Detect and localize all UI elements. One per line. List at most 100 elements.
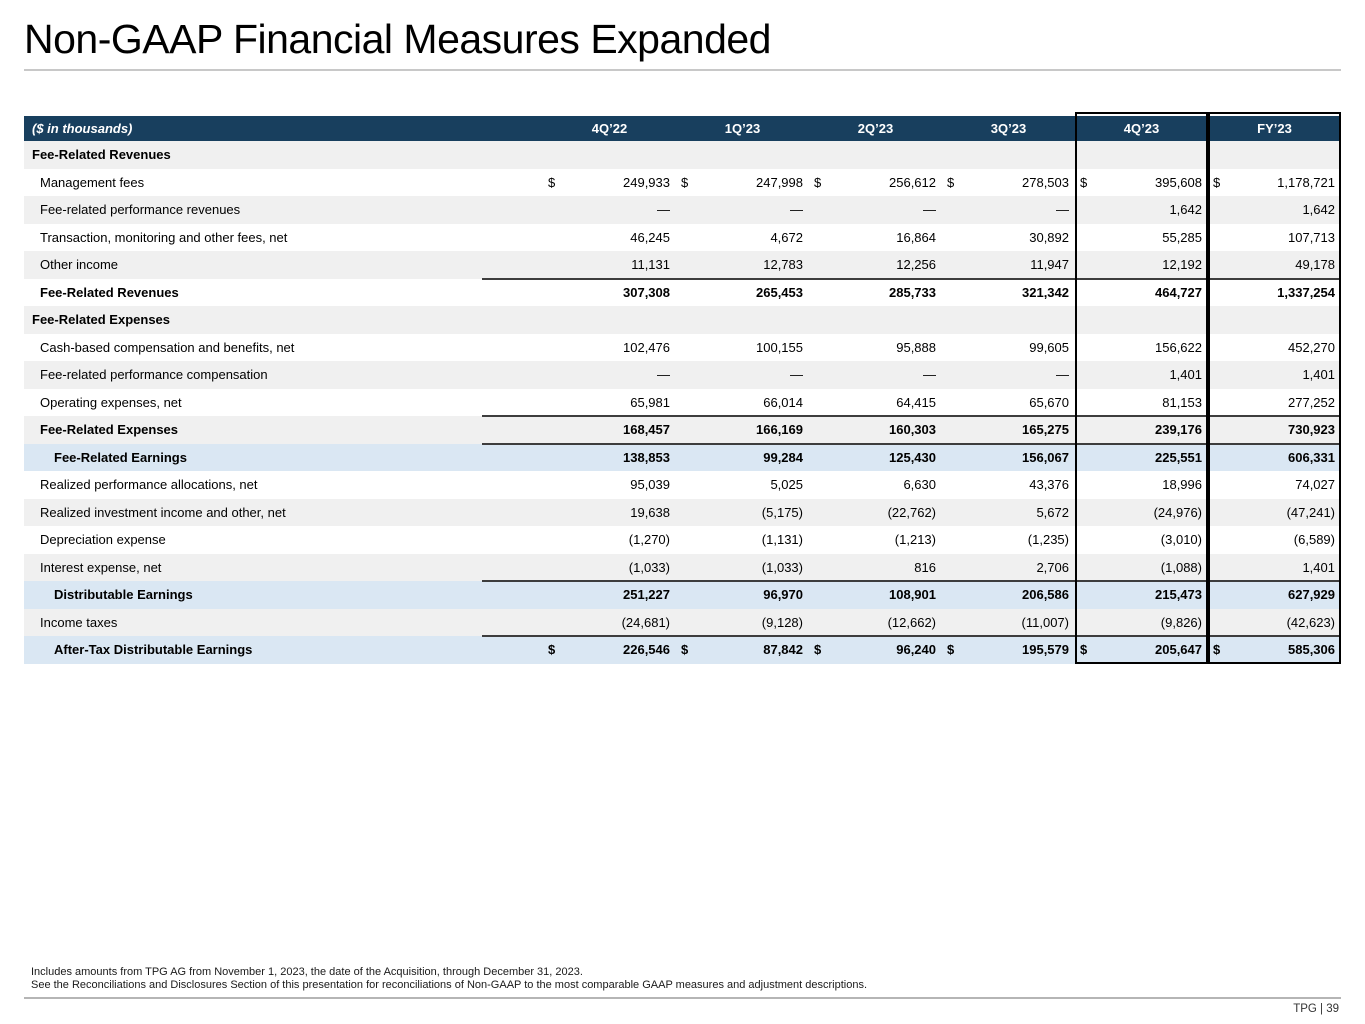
table-cell: 12,192 — [1075, 251, 1208, 279]
table-cell: (1,033) — [543, 554, 676, 582]
row-label: Fee-Related Expenses — [40, 422, 179, 438]
cell-value: (42,623) — [1286, 614, 1335, 630]
row-label: Income taxes — [40, 614, 118, 630]
table-cell: $1,178,721 — [1208, 169, 1341, 197]
cell-value: 165,275 — [1022, 422, 1069, 438]
cell-value: 160,303 — [889, 422, 936, 438]
cell-value: 249,933 — [623, 174, 670, 190]
table-cell — [676, 141, 809, 169]
title-divider — [24, 69, 1341, 71]
table-cell: (9,128) — [676, 609, 809, 637]
cell-value: 205,647 — [1155, 642, 1202, 658]
cell-value: 195,579 — [1022, 642, 1069, 658]
row-label: Distributable Earnings — [54, 587, 193, 603]
table-cell: 12,783 — [676, 251, 809, 279]
table-cell: 6,630 — [809, 471, 942, 499]
row-label: Cash-based compensation and benefits, ne… — [40, 339, 295, 355]
column-header-fy23: FY’23 — [1257, 121, 1292, 136]
table-cell: 43,376 — [942, 471, 1075, 499]
table-cell: $96,240 — [809, 636, 942, 664]
table-cell: 19,638 — [543, 499, 676, 527]
financial-table: ($ in thousands) 4Q’22 1Q’23 2Q’23 3Q’23… — [24, 112, 1341, 664]
footer-divider — [24, 997, 1341, 999]
cell-value: 156,067 — [1022, 449, 1069, 465]
table-cell: — — [676, 361, 809, 389]
footnote-2: See the Reconciliations and Disclosures … — [31, 978, 868, 991]
footnotes: Includes amounts from TPG AG from Novemb… — [31, 966, 867, 991]
table-cell: 1,337,254 — [1208, 279, 1341, 307]
table-cell: 307,308 — [543, 279, 676, 307]
row-label: Realized investment income and other, ne… — [40, 504, 286, 520]
cell-value: 627,929 — [1288, 587, 1335, 603]
table-cell: 11,947 — [942, 251, 1075, 279]
cell-value: 87,842 — [763, 642, 803, 658]
table-row: Distributable Earnings 251,227 96,970 108,9… — [24, 580, 1341, 609]
cell-value: 30,892 — [1029, 229, 1069, 245]
table-cell: 239,176 — [1075, 416, 1208, 444]
cell-value: 256,612 — [889, 174, 936, 190]
cell-value: (1,033) — [628, 559, 670, 575]
cell-value: (24,976) — [1153, 504, 1202, 520]
cell-value: (12,662) — [887, 614, 936, 630]
table-cell: 64,415 — [809, 389, 942, 417]
table-cell: 627,929 — [1208, 581, 1341, 609]
table-cell: 65,670 — [942, 389, 1075, 417]
table-cell — [676, 306, 809, 334]
cell-value: 55,285 — [1162, 229, 1202, 245]
cell-value: (22,762) — [887, 504, 936, 520]
table-cell: 46,245 — [543, 224, 676, 252]
table-row: Income taxes (24,681) (9,128) (12,662) (11,0… — [24, 608, 1341, 637]
cell-value: 251,227 — [623, 587, 670, 603]
table-cell: 168,457 — [543, 416, 676, 444]
table-row: Depreciation expense (1,270) (1,131) (1,213… — [24, 526, 1341, 554]
column-header-4q22: 4Q’22 — [591, 121, 628, 136]
table-cell: (22,762) — [809, 499, 942, 527]
table-cell: 30,892 — [942, 224, 1075, 252]
cell-value: — — [1056, 367, 1069, 383]
cell-value: 168,457 — [623, 422, 670, 438]
cell-value: 464,727 — [1155, 284, 1202, 300]
cell-value: 12,783 — [763, 257, 803, 273]
row-label: Fee-Related Revenues — [40, 284, 179, 300]
cell-value: 4,672 — [770, 229, 803, 245]
cell-value: 125,430 — [889, 449, 936, 465]
table-body: Fee-Related Revenues Management fees $249,… — [24, 141, 1341, 664]
cell-value: 99,284 — [763, 449, 803, 465]
cell-value: 816 — [914, 559, 936, 575]
table-cell: (9,826) — [1075, 609, 1208, 637]
row-label: After-Tax Distributable Earnings — [54, 642, 253, 658]
table-cell: 251,227 — [543, 581, 676, 609]
cell-value: (1,131) — [761, 532, 803, 548]
table-cell: (12,662) — [809, 609, 942, 637]
table-cell: (24,681) — [543, 609, 676, 637]
page-footer: TPG | 39 — [1293, 1003, 1339, 1015]
cell-value: 285,733 — [889, 284, 936, 300]
cell-value: (9,128) — [761, 614, 803, 630]
cell-value: 95,888 — [896, 339, 936, 355]
table-cell: — — [809, 196, 942, 224]
table-cell: — — [942, 361, 1075, 389]
cell-value: 166,169 — [756, 422, 803, 438]
table-row: Fee-related performance compensation — — — —… — [24, 361, 1341, 389]
cell-value: 206,586 — [1022, 587, 1069, 603]
table-cell — [543, 141, 676, 169]
table-cell: 18,996 — [1075, 471, 1208, 499]
table-cell: (6,589) — [1208, 526, 1341, 554]
cell-value: 108,901 — [889, 587, 936, 603]
cell-value: 247,998 — [756, 174, 803, 190]
column-header-3q23: 3Q’23 — [990, 121, 1027, 136]
cell-value: — — [657, 367, 670, 383]
cell-value: 64,415 — [896, 394, 936, 410]
table-cell: 452,270 — [1208, 334, 1341, 362]
cell-value: (1,235) — [1027, 532, 1069, 548]
row-label: Fee-Related Revenues — [32, 147, 171, 163]
cell-value: 100,155 — [756, 339, 803, 355]
cell-value: 1,401 — [1302, 367, 1335, 383]
table-cell: $205,647 — [1075, 636, 1208, 664]
table-cell: 95,039 — [543, 471, 676, 499]
table-cell: — — [809, 361, 942, 389]
table-row: Realized investment income and other, ne… — [24, 498, 1341, 527]
table-cell: 16,864 — [809, 224, 942, 252]
cell-value: (1,088) — [1160, 559, 1202, 575]
